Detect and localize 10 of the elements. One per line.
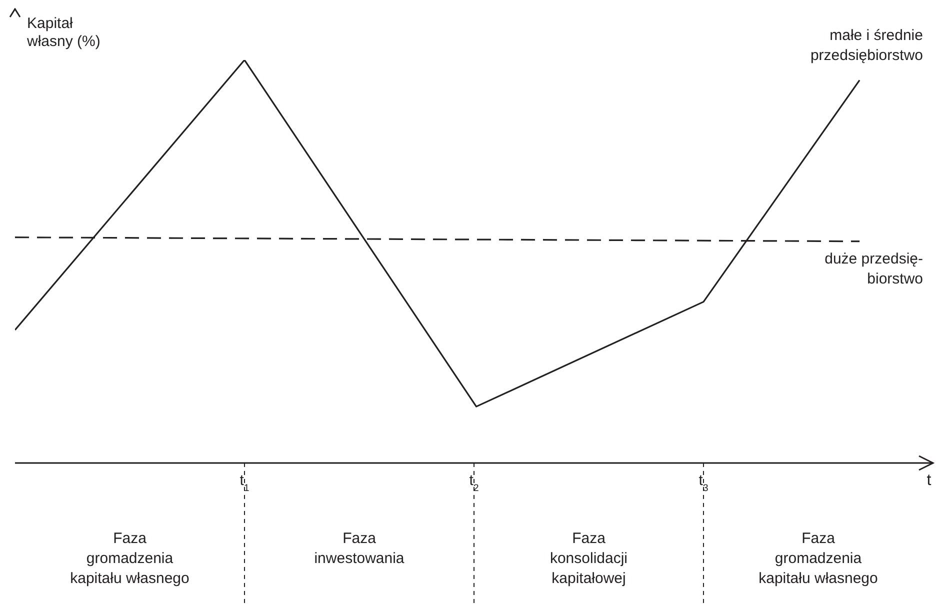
x-tick-label: t$_{1}$ <box>240 472 250 494</box>
x-tick-label: t$_{3}$ <box>698 472 708 494</box>
text: małe i średnie przedsiębiorstwo <box>810 27 923 64</box>
text: Faza gromadzenia kapitału własnego <box>758 530 878 587</box>
text: Faza konsolidacji kapitałowej <box>550 530 628 587</box>
text: Faza gromadzenia kapitału własnego <box>70 530 190 587</box>
text: Faza inwestowania <box>314 530 405 567</box>
y-axis-title: Kapitał własny (%) <box>26 15 100 50</box>
x-axis-title: t <box>926 472 932 489</box>
series-label: duże przedsię- biorstwo <box>824 250 923 288</box>
